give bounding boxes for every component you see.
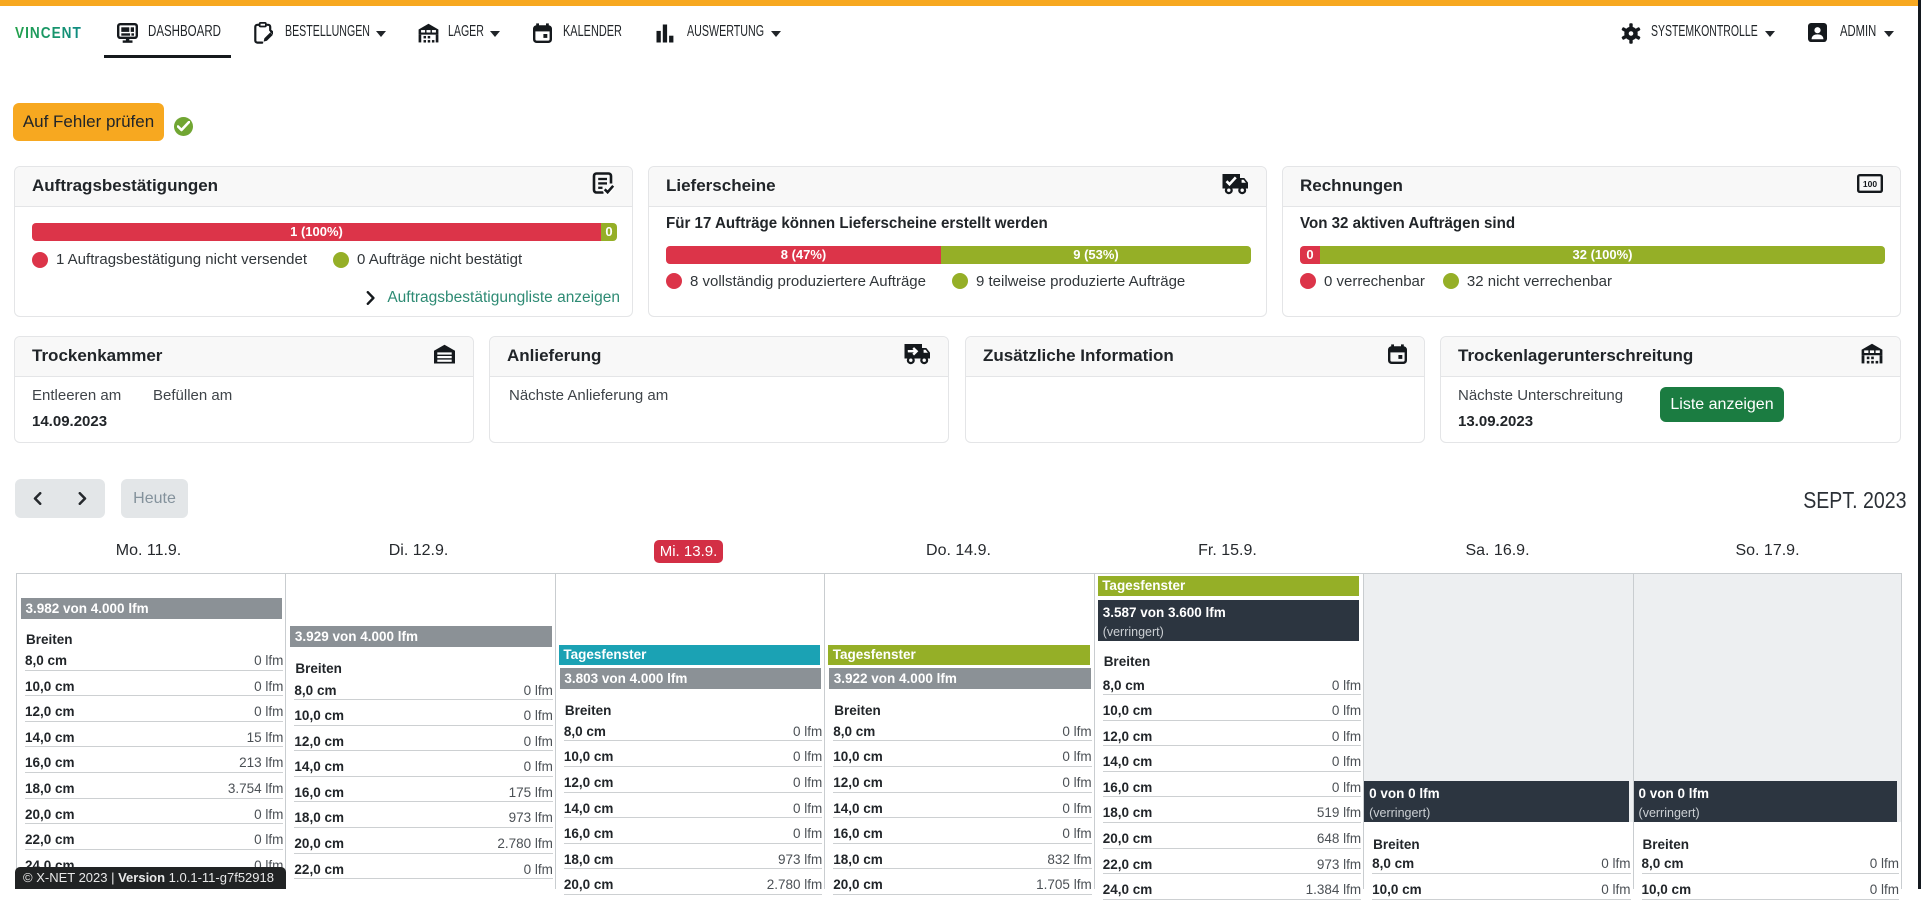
svg-text:100: 100 <box>1863 179 1877 189</box>
